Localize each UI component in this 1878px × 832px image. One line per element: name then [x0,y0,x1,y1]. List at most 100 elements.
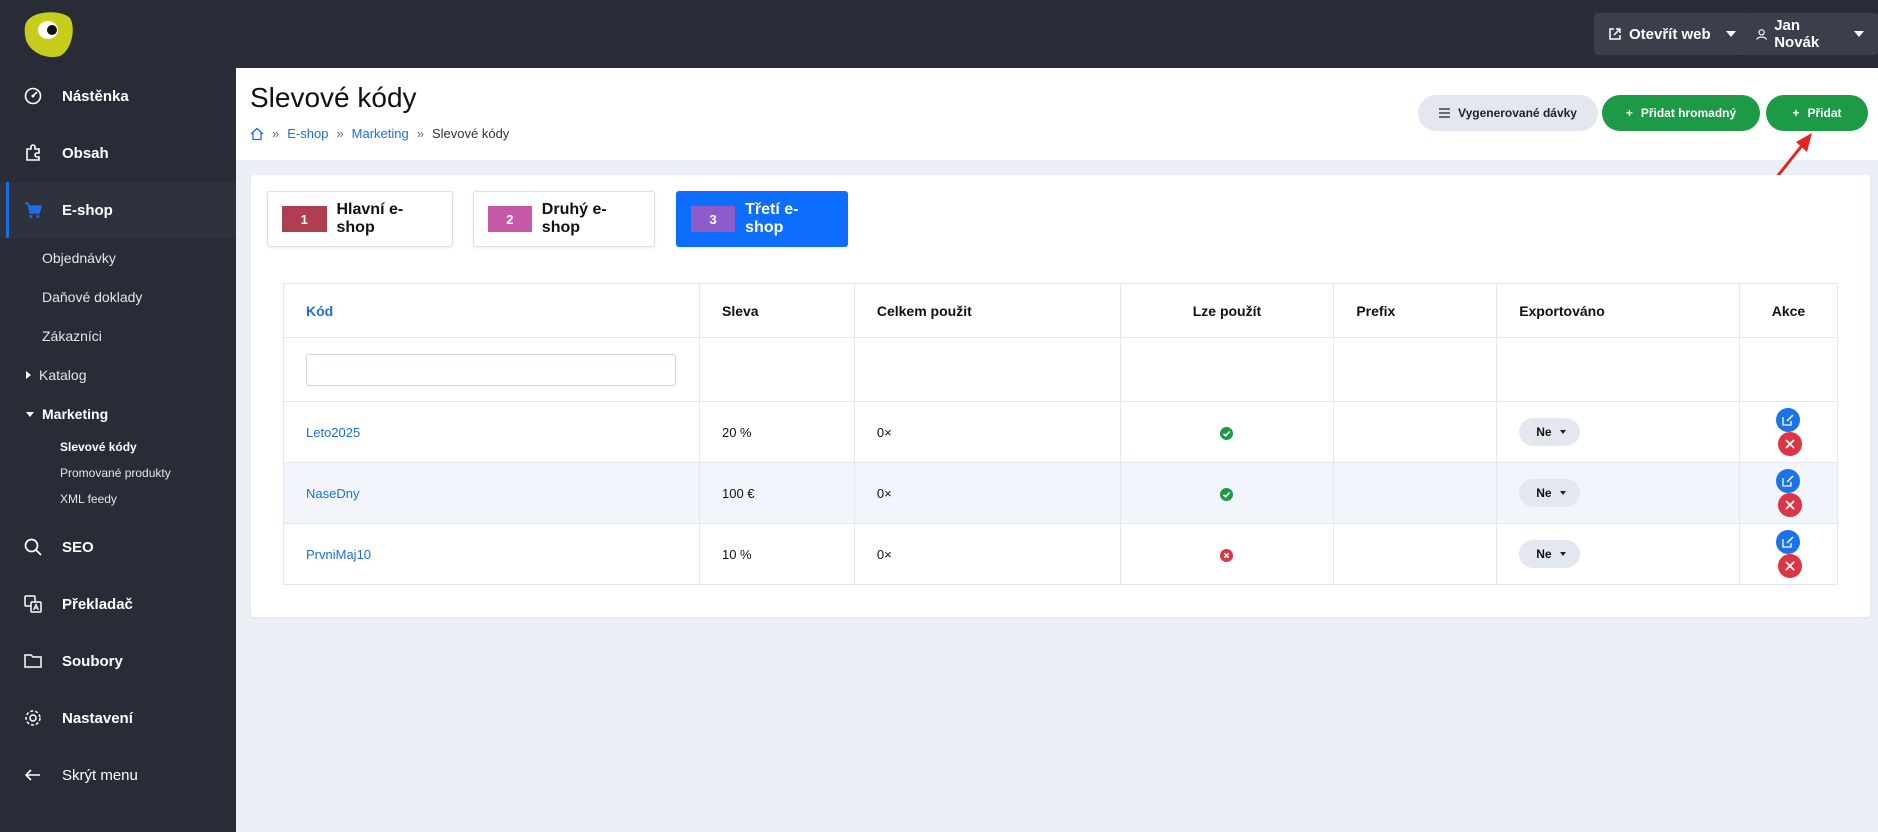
tab-shop-3[interactable]: 3 Třetí e-shop [676,191,848,247]
discount-cell: 20 % [698,401,855,463]
breadcrumb-separator: » [272,126,280,141]
edit-button[interactable] [1776,530,1801,554]
page-header: Slevové kódy » E-shop » Marketing » Slev… [236,68,1878,160]
add-label: Přidat [1807,106,1842,120]
edit-button[interactable] [1776,469,1801,493]
sidebar-item-translator[interactable]: Překladač [0,576,236,632]
filter-cell [1119,337,1335,402]
close-icon [1785,439,1796,449]
breadcrumb: » E-shop » Marketing » Slevové kódy [250,126,509,141]
column-header-prefix: Prefix [1333,283,1498,338]
shop-label: Druhý e-shop [541,201,607,236]
prefix-cell [1333,523,1498,585]
chevron-down-icon [26,411,34,417]
breadcrumb-separator: » [416,126,424,141]
shop-badge: 1 [282,206,327,232]
sidebar-sub-orders[interactable]: Objednávky [42,250,116,266]
sidebar-item-settings[interactable]: Nastavení [0,690,236,746]
column-header-exported: Exportováno [1496,283,1740,338]
code-link[interactable]: PrvniMaj10 [306,546,372,562]
prefix-cell [1333,462,1498,524]
sidebar-sub-promoted-products[interactable]: Promované produkty [60,466,171,480]
bulk-add-label: Přidat hromadný [1640,106,1737,120]
filter-cell [698,337,855,402]
used-cell: 0× [853,462,1121,524]
exported-value: Ne [1536,486,1552,500]
open-web-label: Otevřít web [1629,25,1711,43]
generated-batches-button[interactable]: Vygenerované dávky [1418,95,1598,131]
exported-dropdown[interactable]: Ne [1519,540,1580,568]
code-link[interactable]: NaseDny [306,485,360,501]
sidebar-item-label: SEO [62,538,94,556]
plus-icon: + [1792,106,1800,120]
check-circle-icon [1220,487,1234,501]
edit-button[interactable] [1776,408,1801,432]
sidebar-item-files[interactable]: Soubory [0,633,236,689]
add-button[interactable]: + Přidat [1766,95,1868,131]
user-menu-button[interactable]: Jan Novák [1742,13,1878,55]
sidebar-item-dashboard[interactable]: Nástěnka [0,68,236,124]
delete-button[interactable] [1778,432,1803,456]
discount-codes-table: Kód Sleva Celkem použit Lze použít Prefi… [283,283,1839,585]
sidebar-sub-tax-docs[interactable]: Daňové doklady [42,289,143,305]
sidebar-item-seo[interactable]: SEO [0,519,236,575]
breadcrumb-eshop[interactable]: E-shop [287,126,329,141]
search-icon [24,538,42,556]
sidebar-sub-catalog-label: Katalog [39,367,87,383]
top-bar: Otevřít web Jan Novák [0,0,1878,68]
column-header-code[interactable]: Kód [283,283,700,338]
close-icon [1785,561,1796,571]
column-header-usable: Lze použít [1119,283,1335,338]
sidebar-sub-customers[interactable]: Zákazníci [42,328,102,344]
chevron-down-icon [1559,430,1566,434]
filter-cell [1496,337,1740,402]
exported-value: Ne [1536,425,1552,439]
user-name: Jan Novák [1774,17,1820,51]
code-link[interactable]: Leto2025 [306,424,361,440]
page-title: Slevové kódy [250,82,417,113]
tab-shop-1[interactable]: 1 Hlavní e-shop [267,191,453,247]
home-icon[interactable] [250,127,264,141]
sidebar-item-label: E-shop [62,201,113,219]
translate-icon [24,595,42,613]
edit-icon [1782,414,1795,426]
shop-label: Hlavní e-shop [336,201,404,236]
sidebar-item-hide-menu[interactable]: Skrýt menu [0,747,236,803]
sidebar-item-eshop[interactable]: E-shop [0,182,236,238]
dashboard-icon [24,87,42,105]
exported-dropdown[interactable]: Ne [1519,479,1580,507]
filter-cell [853,337,1121,402]
plus-icon: + [1625,106,1633,120]
table-row: Leto2025 20 % 0× Ne [283,401,1839,463]
shop-badge: 3 [691,206,736,232]
breadcrumb-marketing[interactable]: Marketing [351,126,409,141]
user-icon [1756,28,1767,40]
sidebar-item-label: Nastavení [62,709,133,727]
exported-value: Ne [1536,547,1552,561]
filter-cell [283,337,700,402]
column-header-discount: Sleva [698,283,855,338]
sidebar-sub-discount-codes[interactable]: Slevové kódy [60,440,137,454]
open-web-button[interactable]: Otevřít web [1594,13,1750,55]
code-filter-input[interactable] [306,353,676,386]
arrow-left-icon [24,766,42,784]
edit-icon [1782,475,1795,487]
tab-shop-2[interactable]: 2 Druhý e-shop [473,191,655,247]
chevron-down-icon [1725,31,1736,37]
logo-icon[interactable] [22,10,74,58]
sidebar-item-label: Skrýt menu [62,766,138,784]
sidebar-sub-xml-feeds[interactable]: XML feedy [60,492,117,506]
exported-dropdown[interactable]: Ne [1519,418,1580,446]
chevron-down-icon [1854,31,1864,37]
filter-cell [1738,337,1839,402]
discount-codes-card: 1 Hlavní e-shop 2 Druhý e-shop 3 Třetí e… [251,175,1870,617]
prefix-cell [1333,401,1498,463]
chevron-right-icon [26,371,31,379]
sidebar-item-content[interactable]: Obsah [0,125,236,181]
delete-button[interactable] [1778,554,1803,578]
sidebar-sub-marketing[interactable]: Marketing [26,406,108,422]
sidebar-sub-catalog[interactable]: Katalog [26,367,86,383]
delete-button[interactable] [1778,493,1803,517]
bulk-add-button[interactable]: + Přidat hromadný [1602,95,1760,131]
used-cell: 0× [853,401,1121,463]
